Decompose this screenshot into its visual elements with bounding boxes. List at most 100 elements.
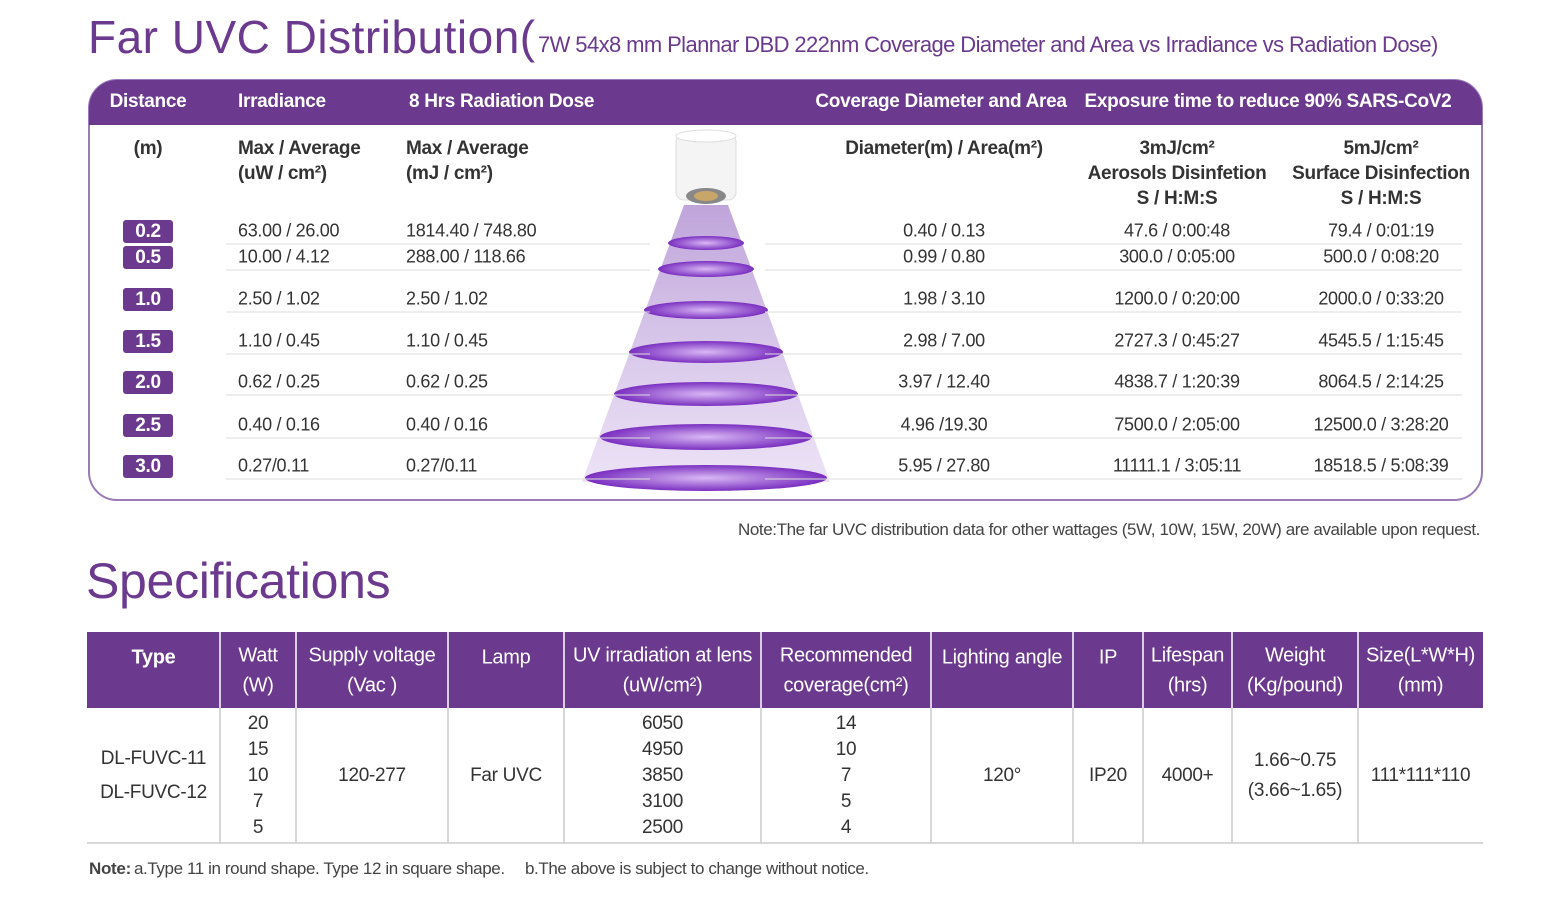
spec-value: 10 xyxy=(247,765,269,786)
beam-rings xyxy=(585,236,827,491)
distance: 2.5 xyxy=(135,415,161,436)
cell-value: 1.10 / 0.45 xyxy=(406,330,488,351)
distance: 3.0 xyxy=(135,456,161,477)
spec-value: 10 xyxy=(835,739,857,760)
cell-value: 47.6 / 0:00:48 xyxy=(1124,220,1230,241)
sub-header: Diameter(m) / Area(m²) xyxy=(845,138,1043,159)
cell-value: 4.96 /19.30 xyxy=(900,414,988,435)
spec-header: Supply voltage xyxy=(308,644,436,667)
cell-value: 0.40 / 0.16 xyxy=(406,414,488,435)
sub-header: (m) xyxy=(133,138,163,159)
cell-value: 500.0 / 0:08:20 xyxy=(1323,246,1439,267)
cell-value: 2727.3 / 0:45:27 xyxy=(1114,330,1240,351)
spec-value: 14 xyxy=(835,713,857,734)
sub-header: (mJ / cm²) xyxy=(406,163,493,184)
cell-value: 18518.5 / 5:08:39 xyxy=(1313,455,1449,476)
cell-value: 11111.1 / 3:05:11 xyxy=(1112,455,1242,476)
cell-value: 4545.5 / 1:15:45 xyxy=(1318,330,1444,351)
cell-value: 8064.5 / 2:14:25 xyxy=(1318,371,1444,392)
sub-header: Surface Disinfection xyxy=(1292,163,1470,184)
spec-value: 6050 xyxy=(641,713,684,734)
section-title: Specifications xyxy=(86,553,391,609)
spec-dividers xyxy=(219,632,1359,843)
spec-value: 111*111*110 xyxy=(1370,765,1471,786)
footnote-label: Note: xyxy=(89,859,131,878)
cell-value: 7500.0 / 2:05:00 xyxy=(1114,414,1240,435)
column-header: Exposure time to reduce 90% SARS-CoV2 xyxy=(1084,91,1452,112)
sub-header: Aerosols Disinfetion xyxy=(1087,163,1267,184)
sub-header: (uW / cm²) xyxy=(238,163,327,184)
distance-badge xyxy=(123,288,173,311)
spec-header: Watt xyxy=(238,644,278,667)
sub-header: Max / Average xyxy=(238,138,361,159)
spec-header: (W) xyxy=(242,674,274,697)
sub-header: Max / Average xyxy=(406,138,529,159)
distance: 0.2 xyxy=(135,221,161,242)
spec-value: 120° xyxy=(982,765,1022,786)
spec-header: Lighting angle xyxy=(941,646,1063,669)
spec-value: 1.66~0.75 xyxy=(1253,750,1337,771)
spec-value: 7 xyxy=(252,791,264,812)
cell-value: 63.00 / 26.00 xyxy=(238,220,340,241)
cell-value: 0.62 / 0.25 xyxy=(406,371,488,392)
spec-header: UV irradiation at lens xyxy=(572,644,753,667)
cell-value: 2.50 / 1.02 xyxy=(406,288,488,309)
sub-header: S / H:M:S xyxy=(1340,188,1422,209)
cell-value: 2.50 / 1.02 xyxy=(238,288,320,309)
spec-value: 5 xyxy=(252,817,264,838)
spec-header: Size(L*W*H) xyxy=(1366,644,1475,667)
distance-badge xyxy=(123,414,173,437)
distance: 1.0 xyxy=(135,289,161,310)
spec-header: (hrs) xyxy=(1167,674,1208,697)
cell-value: 1200.0 / 0:20:00 xyxy=(1114,288,1240,309)
spec-value: 4950 xyxy=(641,739,684,760)
cell-value: 300.0 / 0:05:00 xyxy=(1119,246,1235,267)
spec-value: IP20 xyxy=(1089,765,1127,786)
cell-value: 5.95 / 27.80 xyxy=(898,455,990,476)
spec-header: Recommended xyxy=(779,644,913,667)
spec-value: 120-277 xyxy=(338,765,406,786)
cell-value: 0.40 / 0.13 xyxy=(903,220,985,241)
spec-value: 3100 xyxy=(641,791,684,812)
distance: 1.5 xyxy=(135,331,161,352)
spec-header: Lamp xyxy=(481,646,531,669)
distance-badge xyxy=(123,455,173,478)
spec-value: 4000+ xyxy=(1161,765,1214,786)
spec-value: 20 xyxy=(247,713,269,734)
distance-badge xyxy=(123,371,173,394)
cell-value: 2000.0 / 0:33:20 xyxy=(1318,288,1444,309)
column-header: 8 Hrs Radiation Dose xyxy=(409,91,595,112)
cell-value: 1.98 / 3.10 xyxy=(903,288,985,309)
table-header-band xyxy=(89,80,1482,125)
distance: 0.5 xyxy=(135,247,161,268)
sub-header: 5mJ/cm² xyxy=(1343,138,1419,159)
cell-value: 79.4 / 0:01:19 xyxy=(1328,220,1434,241)
distance: 2.0 xyxy=(135,372,161,393)
lamp-icon xyxy=(675,129,737,204)
cell-value: 1.10 / 0.45 xyxy=(238,330,320,351)
cell-value: 288.00 / 118.66 xyxy=(406,246,526,267)
title: Far UVC Distribution( xyxy=(88,11,536,63)
spec-value: 5 xyxy=(840,791,852,812)
cell-value: 10.00 / 4.12 xyxy=(238,246,330,267)
spec-header: (Kg/pound) xyxy=(1247,674,1343,697)
spec-value: 2500 xyxy=(641,817,684,838)
cell-value: 0.99 / 0.80 xyxy=(903,246,985,267)
cell-value: 0.27/0.11 xyxy=(406,455,478,476)
column-header: Irradiance xyxy=(238,91,326,112)
footnote-item: a.Type 11 in round shape. Type 12 in squ… xyxy=(134,859,505,878)
spec-value: 4 xyxy=(840,817,852,838)
sub-header: S / H:M:S xyxy=(1136,188,1218,209)
spec-header: Weight xyxy=(1264,644,1326,667)
spec-value: DL-FUVC-12 xyxy=(100,782,207,803)
spec-value: DL-FUVC-11 xyxy=(100,748,207,769)
cell-value: 1814.40 / 748.80 xyxy=(406,220,537,241)
note: Note:The far UVC distribution data for o… xyxy=(738,520,1480,539)
spec-value: 7 xyxy=(840,765,852,786)
footnote-item: b.The above is subject to change without… xyxy=(525,859,869,878)
spec-header: (mm) xyxy=(1397,674,1444,697)
spec-header: Type xyxy=(131,646,176,669)
cell-value: 0.62 / 0.25 xyxy=(238,371,320,392)
